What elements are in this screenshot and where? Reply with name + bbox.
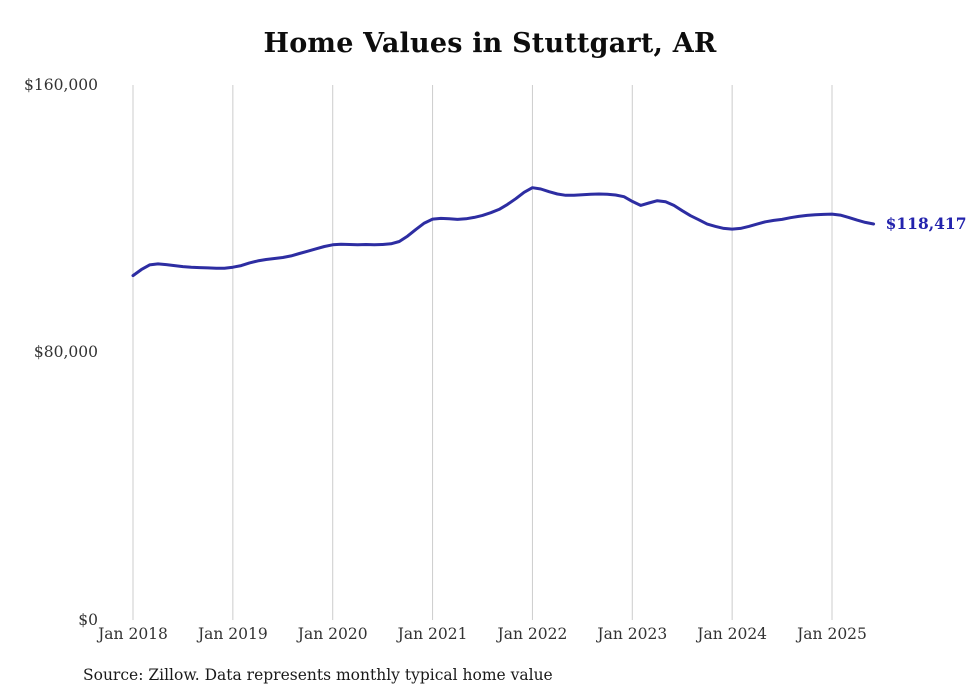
y-axis-tick-160000: $160,000	[24, 76, 98, 94]
x-axis-tick-label: Jan 2023	[597, 625, 668, 643]
x-axis-tick-label: Jan 2024	[697, 625, 768, 643]
source-note: Source: Zillow. Data represents monthly …	[83, 666, 553, 684]
x-axis-tick-label: Jan 2022	[497, 625, 568, 643]
x-axis-tick-label: Jan 2025	[797, 625, 867, 643]
x-axis-tick-label: Jan 2020	[297, 625, 368, 643]
x-axis-tick-label: Jan 2021	[397, 625, 468, 643]
y-axis-tick-0: $0	[78, 611, 98, 629]
home-value-line-series	[131, 186, 876, 278]
y-axis-tick-80000: $80,000	[33, 343, 98, 361]
x-axis-tick-label: Jan 2018	[98, 625, 168, 643]
chart-title: Home Values in Stuttgart, AR	[263, 28, 717, 59]
x-axis-tick-label: Jan 2019	[197, 625, 268, 643]
final-value-annotation: $118,417	[885, 214, 967, 234]
vertical-gridlines	[132, 85, 833, 620]
